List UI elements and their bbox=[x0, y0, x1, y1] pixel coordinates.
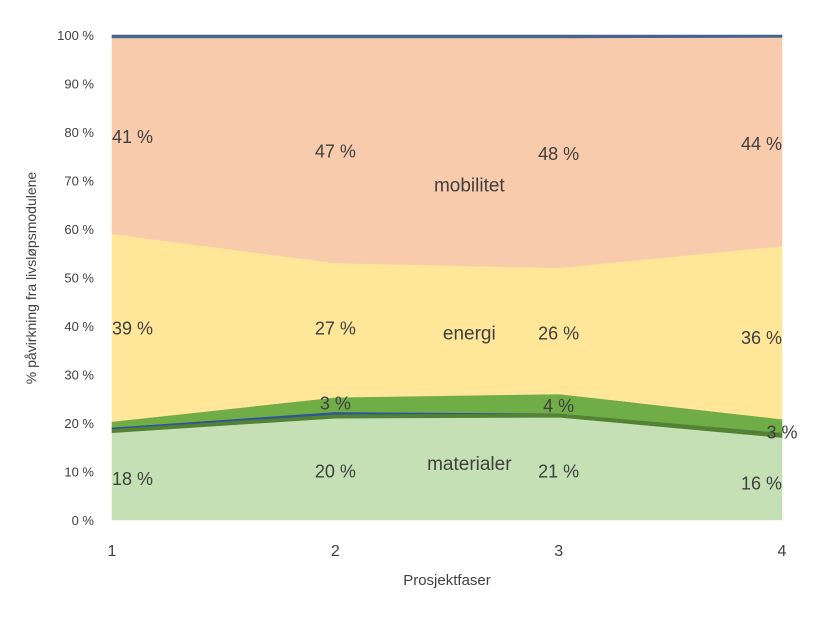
data-label: 41 % bbox=[112, 127, 153, 147]
data-label: materialer bbox=[427, 454, 512, 475]
y-tick-label: 30 % bbox=[64, 368, 94, 383]
data-label: 27 % bbox=[315, 318, 356, 338]
area-mobilitet bbox=[111, 37, 783, 269]
data-label: 44 % bbox=[741, 134, 782, 154]
area-layers bbox=[111, 34, 783, 521]
data-label: 3 % bbox=[320, 394, 351, 414]
x-tick-label: 4 bbox=[778, 543, 787, 560]
y-tick-label: 80 % bbox=[64, 125, 94, 140]
y-tick-label: 100 % bbox=[57, 28, 94, 43]
area-top-blue-module bbox=[111, 34, 783, 39]
y-tick-label: 0 % bbox=[72, 513, 95, 528]
x-tick-label: 1 bbox=[108, 543, 117, 560]
x-tick-label: 2 bbox=[331, 543, 340, 560]
y-tick-label: 60 % bbox=[64, 222, 94, 237]
data-label: 4 % bbox=[543, 396, 574, 416]
y-tick-label: 70 % bbox=[64, 174, 94, 189]
data-label: 39 % bbox=[112, 318, 153, 338]
y-tick-label: 50 % bbox=[64, 271, 94, 286]
x-axis-ticks: 1 2 3 4 bbox=[108, 543, 787, 560]
y-axis-label: % påvirkning fra livsløpsmodulene bbox=[23, 172, 39, 385]
data-labels: 41 % 47 % mobilitet 48 % 44 % 39 % 27 % energi 2… bbox=[112, 127, 798, 494]
data-label: 47 % bbox=[315, 141, 356, 161]
x-axis-label: Prosjektfaser bbox=[403, 572, 491, 589]
data-label: 3 % bbox=[766, 423, 797, 443]
data-label: energi bbox=[443, 323, 496, 344]
x-tick-label: 3 bbox=[554, 543, 563, 560]
data-label: mobilitet bbox=[434, 175, 505, 196]
data-label: 16 % bbox=[741, 474, 782, 494]
y-axis-ticks: 0 % 10 % 20 % 30 % 40 % 50 % 60 % 70 % 80 % 90 % 1… bbox=[57, 28, 94, 528]
y-tick-label: 20 % bbox=[64, 416, 94, 431]
y-tick-label: 90 % bbox=[64, 77, 94, 92]
data-label: 26 % bbox=[538, 323, 579, 343]
data-label: 20 % bbox=[315, 462, 356, 482]
y-tick-label: 10 % bbox=[64, 465, 94, 480]
data-label: 21 % bbox=[538, 462, 579, 482]
data-label: 48 % bbox=[538, 144, 579, 164]
y-tick-label: 40 % bbox=[64, 319, 94, 334]
data-label: 18 % bbox=[112, 469, 153, 489]
data-label: 36 % bbox=[741, 328, 782, 348]
